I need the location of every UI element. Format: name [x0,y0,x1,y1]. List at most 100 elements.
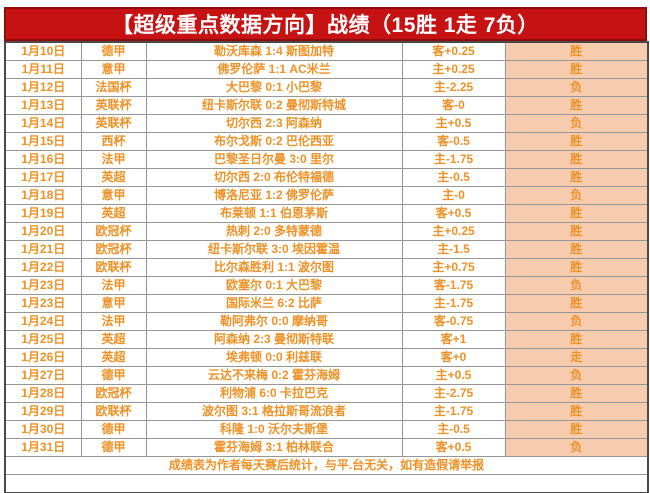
result-cell: 胜 [504,96,649,115]
result-cell: 胜 [504,168,649,187]
match-cell: 佛罗伦萨 1:1 AC米兰 [145,60,403,79]
date-cell: 1月30日 [4,420,82,439]
league-cell: 欧冠杯 [80,240,147,259]
league-cell: 法甲 [80,276,147,295]
match-cell: 国际米兰 6:2 比萨 [145,294,403,313]
result-cell: 负 [504,366,649,385]
result-cell: 负 [504,114,649,133]
table-row: 1月25日 英超 阿森纳 2:3 曼彻斯特联 客+1 胜 [4,330,649,349]
table-row: 1月18日 意甲 博洛尼亚 1:2 佛罗伦萨 主-0 负 [4,186,649,205]
handicap-cell: 主-0.5 [401,168,506,187]
date-cell: 1月18日 [4,186,82,205]
match-cell: 布尔戈斯 0:2 巴伦西亚 [145,132,403,151]
league-cell: 欧冠杯 [80,222,147,241]
league-cell: 西杯 [80,132,147,151]
league-cell: 德甲 [80,438,147,457]
match-cell: 科隆 1:0 沃尔夫斯堡 [145,420,403,439]
handicap-cell: 主-0.5 [401,420,506,439]
handicap-cell: 客+0.5 [401,438,506,457]
date-cell: 1月27日 [4,366,82,385]
result-cell: 胜 [504,150,649,169]
date-cell: 1月13日 [4,96,82,115]
handicap-cell: 客-0 [401,96,506,115]
result-cell: 胜 [504,402,649,421]
date-cell: 1月21日 [4,240,82,259]
table-row: 1月12日 法国杯 大巴黎 0:1 小巴黎 主-2.25 负 [4,78,649,97]
match-cell: 巴黎圣日尔曼 3:0 里尔 [145,150,403,169]
handicap-cell: 主+0.5 [401,114,506,133]
match-cell: 勒沃库森 1:4 斯图加特 [145,41,403,61]
date-cell: 1月23日 [4,294,82,313]
table-row: 1月11日 意甲 佛罗伦萨 1:1 AC米兰 主+0.25 胜 [4,60,649,79]
result-cell: 胜 [504,204,649,223]
match-cell: 纽卡斯尔联 0:2 曼彻斯特城 [145,96,403,115]
result-cell: 胜 [504,294,649,313]
date-cell: 1月17日 [4,168,82,187]
table-row: 1月23日 意甲 国际米兰 6:2 比萨 主-1.75 胜 [4,294,649,313]
handicap-cell: 客+1 [401,330,506,349]
date-cell: 1月12日 [4,78,82,97]
table-row: 1月14日 英联杯 切尔西 2:3 阿森纳 主+0.5 负 [4,114,649,133]
result-cell: 胜 [504,240,649,259]
league-cell: 意甲 [80,186,147,205]
league-cell: 法国杯 [80,78,147,97]
date-cell: 1月16日 [4,150,82,169]
match-cell: 大巴黎 0:1 小巴黎 [145,78,403,97]
league-cell: 英联杯 [80,114,147,133]
match-cell: 热刺 2:0 多特蒙德 [145,222,403,241]
date-cell: 1月10日 [4,41,82,61]
match-cell: 切尔西 2:0 布伦特福德 [145,168,403,187]
handicap-cell: 客+0.5 [401,204,506,223]
handicap-cell: 主+0.25 [401,222,506,241]
handicap-cell: 主-1.5 [401,240,506,259]
league-cell: 英超 [80,204,147,223]
match-cell: 博洛尼亚 1:2 佛罗伦萨 [145,186,403,205]
result-cell: 胜 [504,330,649,349]
result-cell: 胜 [504,41,649,61]
handicap-cell: 客+0 [401,348,506,367]
league-cell: 欧冠杯 [80,384,147,403]
date-cell: 1月31日 [4,438,82,457]
match-cell: 勒阿弗尔 0:0 摩纳哥 [145,312,403,331]
match-cell: 埃弗顿 0:0 利兹联 [145,348,403,367]
date-cell: 1月20日 [4,222,82,241]
table-row: 1月29日 欧联杯 波尔图 3:1 格拉斯哥流浪者 主-1.75 胜 [4,402,649,421]
league-cell: 英超 [80,348,147,367]
match-cell: 切尔西 2:3 阿森纳 [145,114,403,133]
league-cell: 德甲 [80,366,147,385]
handicap-cell: 主+0.5 [401,366,506,385]
result-cell: 胜 [504,258,649,277]
result-cell: 负 [504,186,649,205]
league-cell: 欧联杯 [80,402,147,421]
table-row: 1月17日 英超 切尔西 2:0 布伦特福德 主-0.5 胜 [4,168,649,187]
match-cell: 阿森纳 2:3 曼彻斯特联 [145,330,403,349]
table-row: 1月10日 德甲 勒沃库森 1:4 斯图加特 客+0.25 胜 [4,41,649,61]
page-title: 【超级重点数据方向】战绩（15胜 1走 7负） [112,14,539,37]
result-cell: 胜 [504,222,649,241]
handicap-cell: 主-2.25 [401,78,506,97]
footer-row: 成绩表为作者每天赛后统计，与平.台无关，如有造假请举报 [4,456,649,475]
handicap-cell: 主+0.75 [401,258,506,277]
result-cell: 负 [504,312,649,331]
date-cell: 1月26日 [4,348,82,367]
result-cell: 胜 [504,60,649,79]
result-cell: 负 [504,78,649,97]
result-cell: 胜 [504,420,649,439]
table-row: 1月16日 法甲 巴黎圣日尔曼 3:0 里尔 主-1.75 胜 [4,150,649,169]
handicap-cell: 客-0.5 [401,132,506,151]
footer-note: 成绩表为作者每天赛后统计，与平.台无关，如有造假请举报 [4,456,649,475]
result-cell: 负 [504,276,649,295]
league-cell: 意甲 [80,294,147,313]
table-row: 1月28日 欧冠杯 利物浦 6:0 卡拉巴克 主-2.75 胜 [4,384,649,403]
match-cell: 霍芬海姆 3:1 柏林联合 [145,438,403,457]
table-row: 1月31日 德甲 霍芬海姆 3:1 柏林联合 客+0.5 负 [4,438,649,457]
title-banner: 【超级重点数据方向】战绩（15胜 1走 7负） [4,7,647,41]
results-rows: 1月10日 德甲 勒沃库森 1:4 斯图加特 客+0.25 胜 1月11日 意甲 佛罗伦萨 1… [4,41,649,457]
league-cell: 德甲 [80,41,147,61]
handicap-cell: 主-1.75 [401,150,506,169]
handicap-cell: 主+0.25 [401,60,506,79]
handicap-cell: 客-1.75 [401,276,506,295]
result-cell: 胜 [504,384,649,403]
league-cell: 英超 [80,168,147,187]
